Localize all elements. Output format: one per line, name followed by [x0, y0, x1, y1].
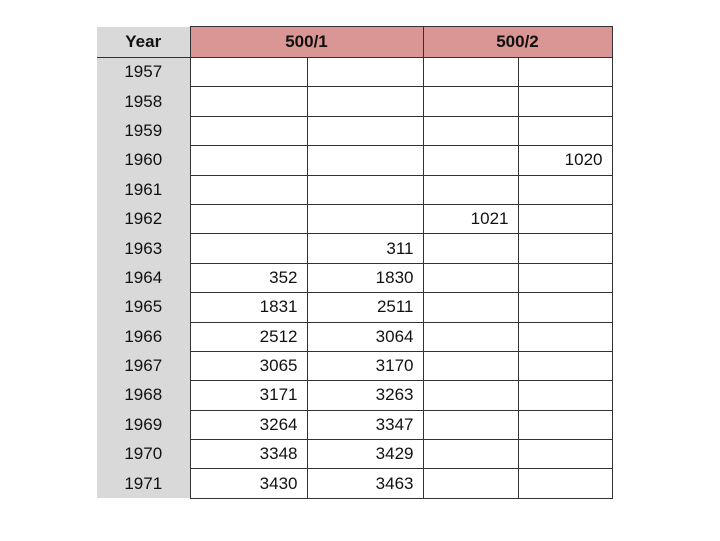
value-cell [422, 439, 519, 470]
table-row: 1965 1831 2511 [97, 292, 613, 323]
value-cell: 3263 [306, 380, 424, 411]
value-cell [422, 321, 519, 352]
year-cell: 1966 [97, 322, 190, 352]
value-cell [422, 115, 519, 147]
value-cell [422, 350, 519, 382]
value-cell [306, 203, 424, 235]
year-cell: 1962 [97, 204, 190, 234]
value-cell [422, 233, 519, 264]
value-cell [189, 115, 308, 147]
value-cell [422, 409, 519, 441]
table-row: 1957 [97, 56, 613, 88]
value-cell [306, 145, 424, 176]
table-row: 1964 352 1830 [97, 262, 613, 294]
data-table: Year 500/1 500/2 1957 1958 1959 1960 1020 196… [97, 26, 613, 499]
value-cell: 352 [189, 262, 308, 294]
table-row: 1969 3264 3347 [97, 409, 613, 441]
value-cell [517, 468, 613, 499]
value-cell [517, 292, 613, 323]
table-row: 1962 1021 [97, 203, 613, 235]
value-cell [306, 86, 424, 117]
table-row: 1959 [97, 115, 613, 147]
value-cell: 3170 [306, 350, 424, 382]
header-row: Year 500/1 500/2 [97, 26, 613, 58]
value-cell [189, 233, 308, 264]
table-row: 1971 3430 3463 [97, 468, 613, 499]
value-cell [189, 145, 308, 176]
header-cell: Year [97, 26, 190, 58]
table-row: 1963 311 [97, 233, 613, 264]
value-cell: 1020 [517, 145, 613, 176]
table-row: 1958 [97, 86, 613, 117]
value-cell [189, 56, 308, 88]
value-cell [422, 174, 519, 205]
year-cell: 1965 [97, 292, 190, 323]
table-row: 1967 3065 3170 [97, 350, 613, 382]
year-cell: 1963 [97, 233, 190, 264]
value-cell [517, 350, 613, 382]
value-cell: 2511 [306, 292, 424, 323]
year-cell: 1969 [97, 410, 190, 440]
table-row: 1960 1020 [97, 145, 613, 176]
value-cell [517, 262, 613, 294]
value-cell: 3429 [306, 439, 424, 470]
table-row: 1961 [97, 174, 613, 205]
header-cell: 500/2 [422, 26, 613, 58]
year-cell: 1960 [97, 145, 190, 176]
table-row: 1966 2512 3064 [97, 321, 613, 352]
table-row: 1970 3348 3429 [97, 439, 613, 470]
year-cell: 1970 [97, 439, 190, 469]
value-cell [189, 86, 308, 117]
value-cell [517, 409, 613, 441]
value-cell [517, 203, 613, 235]
value-cell [306, 115, 424, 147]
value-cell: 3430 [189, 468, 308, 499]
value-cell [422, 145, 519, 176]
value-cell [517, 86, 613, 117]
value-cell [422, 262, 519, 294]
year-cell: 1971 [97, 468, 190, 499]
value-cell: 3463 [306, 468, 424, 499]
table-row: 1968 3171 3263 [97, 380, 613, 411]
value-cell: 3348 [189, 439, 308, 470]
value-cell [189, 203, 308, 235]
value-cell [306, 174, 424, 205]
year-cell: 1967 [97, 351, 190, 381]
year-cell: 1959 [97, 116, 190, 146]
value-cell: 1830 [306, 262, 424, 294]
value-cell [189, 174, 308, 205]
value-cell: 3264 [189, 409, 308, 441]
value-cell: 2512 [189, 321, 308, 352]
value-cell [517, 56, 613, 88]
value-cell [517, 439, 613, 470]
value-cell [422, 56, 519, 88]
value-cell: 3171 [189, 380, 308, 411]
year-cell: 1958 [97, 86, 190, 117]
year-cell: 1957 [97, 57, 190, 87]
value-cell: 1021 [422, 203, 519, 235]
value-cell [306, 56, 424, 88]
value-cell [422, 292, 519, 323]
value-cell [517, 321, 613, 352]
value-cell: 3347 [306, 409, 424, 441]
value-cell [422, 380, 519, 411]
value-cell [517, 233, 613, 264]
value-cell [517, 115, 613, 147]
value-cell [517, 174, 613, 205]
value-cell [422, 86, 519, 117]
header-cell: 500/1 [189, 26, 424, 58]
value-cell: 3065 [189, 350, 308, 382]
value-cell: 3064 [306, 321, 424, 352]
year-cell: 1968 [97, 380, 190, 411]
year-cell: 1961 [97, 175, 190, 205]
value-cell [422, 468, 519, 499]
year-cell: 1964 [97, 263, 190, 293]
value-cell: 311 [306, 233, 424, 264]
value-cell: 1831 [189, 292, 308, 323]
value-cell [517, 380, 613, 411]
